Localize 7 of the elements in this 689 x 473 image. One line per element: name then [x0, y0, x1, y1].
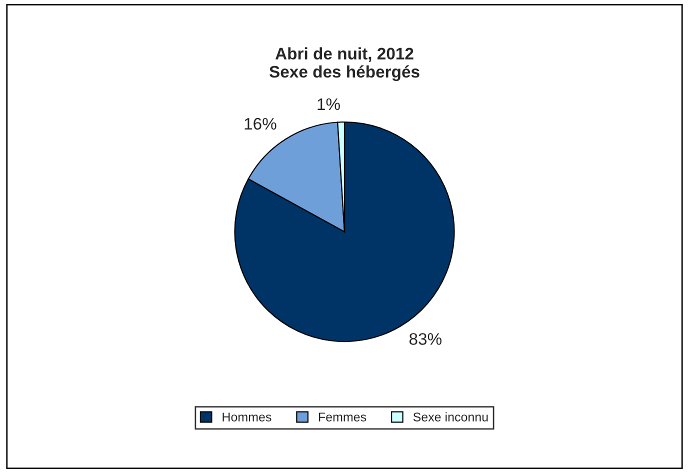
chart-title: Abri de nuit, 2012 Sexe des hébergés [269, 47, 420, 82]
data-label: 16% [244, 118, 276, 130]
data-label: 1% [318, 98, 340, 110]
data-label: 83% [409, 333, 442, 345]
legend-label: Femmes [318, 412, 366, 422]
legend-label: Sexe inconnu [413, 412, 488, 422]
legend-label: Hommes [222, 412, 272, 422]
